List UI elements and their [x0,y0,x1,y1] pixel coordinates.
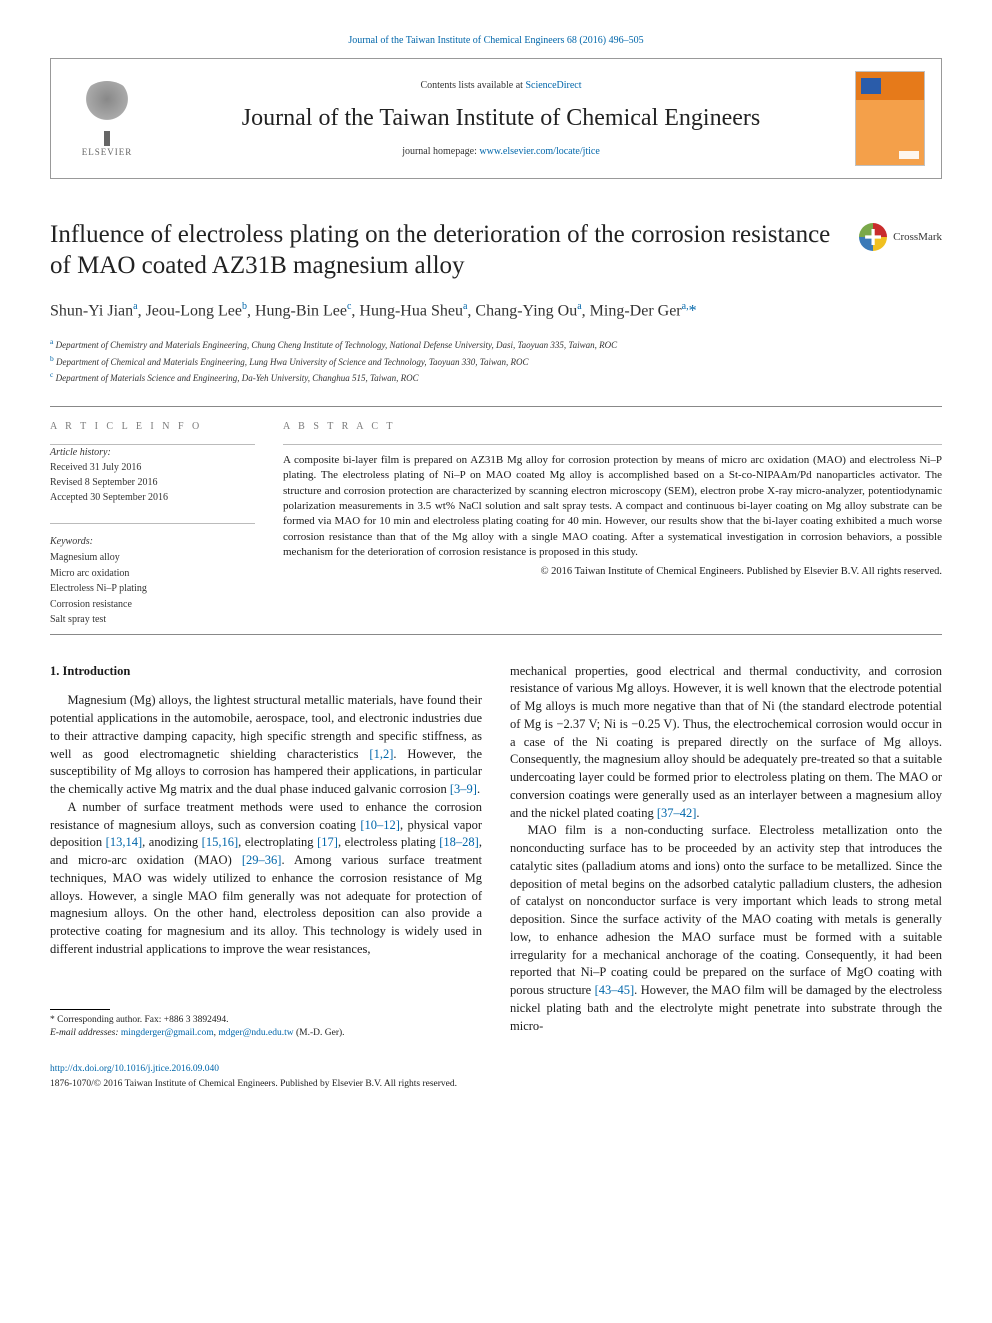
corresponding-author-footnote: * Corresponding author. Fax: +886 3 3892… [50,1014,482,1041]
keyword: Salt spray test [50,614,106,625]
affiliation-line: c Department of Materials Science and En… [50,369,942,386]
journal-name: Journal of the Taiwan Institute of Chemi… [147,105,855,132]
crossmark-label: CrossMark [893,231,942,243]
article-title: Influence of electroless plating on the … [50,219,839,282]
crossmark-icon [859,223,887,251]
section-heading-intro: 1. Introduction [50,663,482,681]
body-column-right: mechanical properties, good electrical a… [510,663,942,1041]
page-footer: http://dx.doi.org/10.1016/j.jtice.2016.0… [50,1062,942,1091]
corresponding-author-line: * Corresponding author. Fax: +886 3 3892… [50,1014,482,1027]
history-label: Article history: [50,447,111,458]
citation[interactable]: [17] [317,835,338,849]
homepage-prefix: journal homepage: [402,146,479,157]
body-column-left: 1. Introduction Magnesium (Mg) alloys, t… [50,663,482,1041]
info-rule-2 [50,523,255,524]
author-email-link[interactable]: mingderger@gmail.com [121,1028,214,1038]
keyword: Electroless Ni–P plating [50,583,147,594]
email-label: E-mail addresses: [50,1028,119,1038]
citation[interactable]: [37–42] [657,806,697,820]
citation[interactable]: [29–36] [242,853,282,867]
sciencedirect-link[interactable]: ScienceDirect [525,80,581,91]
doi-link[interactable]: http://dx.doi.org/10.1016/j.jtice.2016.0… [50,1064,219,1074]
abstract-label: A B S T R A C T [283,421,942,432]
issn-copyright-line: 1876-1070/© 2016 Taiwan Institute of Che… [50,1079,457,1089]
elsevier-wordmark: ELSEVIER [82,147,133,157]
elsevier-logo: ELSEVIER [67,74,147,164]
paragraph: MAO film is a non-conducting surface. El… [510,822,942,1035]
keyword: Magnesium alloy [50,552,120,563]
abstract-rule [283,444,942,445]
history-line: Revised 8 September 2016 [50,477,157,488]
keywords-block: Keywords: Magnesium alloy Micro arc oxida… [50,534,255,628]
email-tail: (M.-D. Ger). [294,1028,345,1038]
history-line: Accepted 30 September 2016 [50,492,168,503]
paragraph: Magnesium (Mg) alloys, the lightest stru… [50,692,482,799]
footnote-separator [50,1009,110,1010]
affiliations: a Department of Chemistry and Materials … [50,336,942,386]
contents-available-line: Contents lists available at ScienceDirec… [147,80,855,91]
abstract-text: A composite bi-layer film is prepared on… [283,453,942,561]
affiliation-line: a Department of Chemistry and Materials … [50,336,942,353]
contents-prefix: Contents lists available at [420,80,525,91]
author-list: Shun-Yi Jiana, Jeou-Long Leeb, Hung-Bin … [50,300,942,323]
keywords-label: Keywords: [50,534,255,550]
article-info-label: A R T I C L E I N F O [50,421,255,432]
elsevier-tree-icon [77,81,137,141]
keyword: Micro arc oxidation [50,568,129,579]
citation[interactable]: [1,2] [369,747,393,761]
history-line: Received 31 July 2016 [50,462,141,473]
citation[interactable]: [3–9] [450,782,477,796]
journal-homepage-line: journal homepage: www.elsevier.com/locat… [147,146,855,157]
citation[interactable]: [15,16] [202,835,238,849]
paragraph: A number of surface treatment methods we… [50,799,482,959]
paragraph: mechanical properties, good electrical a… [510,663,942,823]
crossmark-badge[interactable]: CrossMark [859,223,942,251]
journal-cover-thumbnail [855,71,925,166]
email-line: E-mail addresses: mingderger@gmail.com, … [50,1027,482,1040]
running-head: Journal of the Taiwan Institute of Chemi… [50,35,942,46]
rule-after-abstract [50,634,942,635]
author-email-link[interactable]: mdger@ndu.edu.tw [218,1028,293,1038]
journal-header: ELSEVIER Contents lists available at Sci… [50,58,942,179]
journal-homepage-link[interactable]: www.elsevier.com/locate/jtice [479,146,599,157]
citation[interactable]: [43–45] [595,983,635,997]
abstract-copyright: © 2016 Taiwan Institute of Chemical Engi… [283,566,942,577]
citation[interactable]: [10–12] [360,818,400,832]
article-history: Article history: Received 31 July 2016 Re… [50,445,255,505]
citation[interactable]: [13,14] [106,835,142,849]
keyword: Corrosion resistance [50,599,132,610]
citation[interactable]: [18–28] [439,835,479,849]
affiliation-line: b Department of Chemical and Materials E… [50,353,942,370]
